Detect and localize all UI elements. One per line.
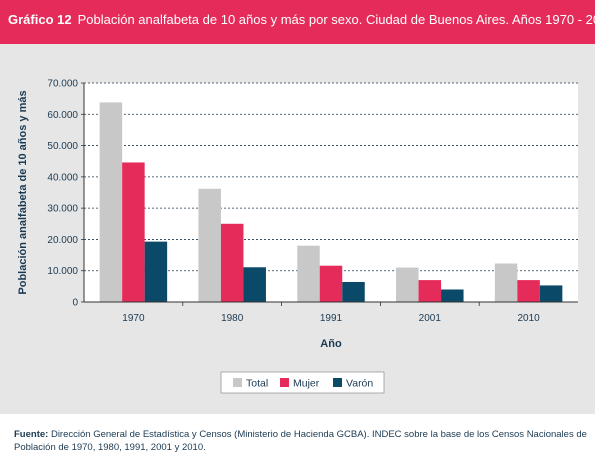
chart-title-text: Población analfabeta de 10 años y más po…: [77, 12, 595, 27]
bar-mujer-1991: [319, 265, 343, 302]
x-tick-label: 2010: [517, 313, 540, 324]
y-tick-label: 0: [72, 298, 78, 309]
legend-label: Varón: [346, 378, 373, 390]
x-tick-label: 1970: [122, 313, 145, 324]
bar-mujer-1980: [220, 223, 244, 302]
y-tick-label: 10.000: [47, 266, 78, 277]
y-tick-label: 60.000: [47, 110, 78, 121]
y-tick-label: 20.000: [47, 235, 78, 246]
y-tick-label: 40.000: [47, 172, 78, 183]
chart-number-label: Gráfico 12: [8, 12, 72, 27]
legend: [220, 371, 385, 394]
y-tick-label: 30.000: [47, 204, 78, 215]
chart-title: Gráfico 12 Población analfabeta de 10 año…: [8, 12, 595, 27]
chart-header: Gráfico 12 Población analfabeta de 10 año…: [0, 0, 595, 44]
source-text: Dirección General de Estadística y Censo…: [14, 429, 587, 453]
y-tick-label: 50.000: [47, 141, 78, 152]
source-label: Fuente:: [14, 429, 49, 440]
x-tick-label: 2001: [419, 313, 442, 324]
bar-varn-2010: [539, 285, 563, 302]
bar-total-1970: [99, 102, 123, 302]
bar-total-2001: [396, 267, 419, 302]
x-axis-title: Año: [320, 338, 342, 350]
bar-mujer-1970: [122, 162, 145, 302]
x-tick-label: 1980: [221, 313, 244, 324]
y-tick-label: 70.000: [47, 79, 78, 90]
legend-swatch-total: [233, 378, 242, 387]
legend-swatch-mujer: [280, 378, 289, 387]
bar-total-1991: [297, 245, 320, 302]
legend-label: Mujer: [293, 378, 320, 390]
bar-chart: 0 10.000 20.000 30.000 40.000 50.000 60.000 70.…: [17, 79, 578, 394]
bar-varn-1980: [243, 267, 266, 302]
legend-label: Total: [246, 378, 268, 390]
bar-varn-1991: [342, 281, 365, 302]
legend-swatch-varn: [333, 378, 342, 387]
source-note: Fuente: Dirección General de Estadística…: [14, 428, 589, 454]
y-axis-title: Población analfabeta de 10 años y más: [17, 90, 29, 294]
x-tick-label: 1991: [320, 313, 343, 324]
bar-varn-2001: [441, 289, 464, 302]
bar-total-2010: [494, 263, 518, 302]
bar-total-1980: [198, 188, 221, 302]
bar-mujer-2001: [418, 280, 442, 302]
bar-mujer-2010: [517, 280, 540, 302]
bar-varn-1970: [144, 241, 168, 302]
